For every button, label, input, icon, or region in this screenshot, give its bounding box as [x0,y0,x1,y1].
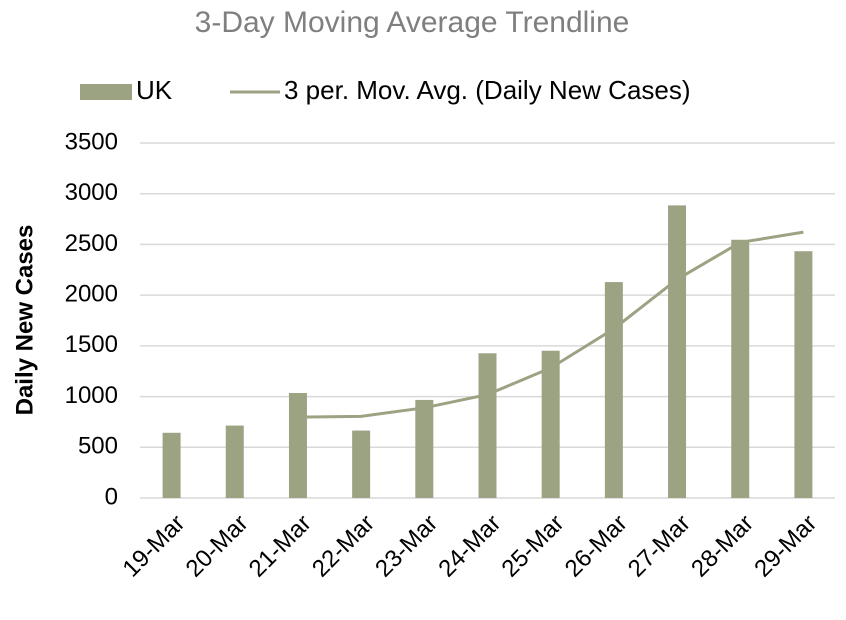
legend-label: UK [136,75,173,105]
bar [668,205,687,498]
bar [604,282,623,498]
y-tick-label: 2000 [65,280,118,307]
y-tick-label: 3500 [65,128,118,155]
x-tick-label: 20-Mar [181,510,254,583]
bar [225,425,244,498]
bar [541,350,560,498]
bar [162,432,181,498]
y-tick-label: 3000 [65,179,118,206]
x-tick-label: 23-Mar [370,510,443,583]
chart-title: 3-Day Moving Average Trendline [195,6,630,39]
x-tick-label: 24-Mar [433,510,506,583]
x-tick-label: 28-Mar [686,510,759,583]
x-tick-label: 22-Mar [307,510,380,583]
y-tick-label: 2500 [65,230,118,257]
x-tick-label: 26-Mar [560,510,633,583]
x-tick-label: 25-Mar [497,510,570,583]
x-tick-label: 29-Mar [749,510,822,583]
legend-label: 3 per. Mov. Avg. (Daily New Cases) [284,75,691,105]
legend-swatch [80,84,132,100]
y-tick-label: 1500 [65,331,118,358]
y-tick-label: 0 [105,483,118,510]
x-tick-label: 27-Mar [623,510,696,583]
x-tick-label: 21-Mar [244,510,317,583]
trend-line [297,230,804,419]
y-axis-label: Daily New Cases [11,225,38,416]
bar [731,239,750,498]
y-tick-label: 500 [78,433,118,460]
x-tick-label: 19-Mar [117,510,190,583]
bar [352,430,371,498]
bar [288,393,307,498]
bar [478,353,497,498]
bar [794,251,813,498]
bar [415,399,434,498]
y-tick-label: 1000 [65,382,118,409]
